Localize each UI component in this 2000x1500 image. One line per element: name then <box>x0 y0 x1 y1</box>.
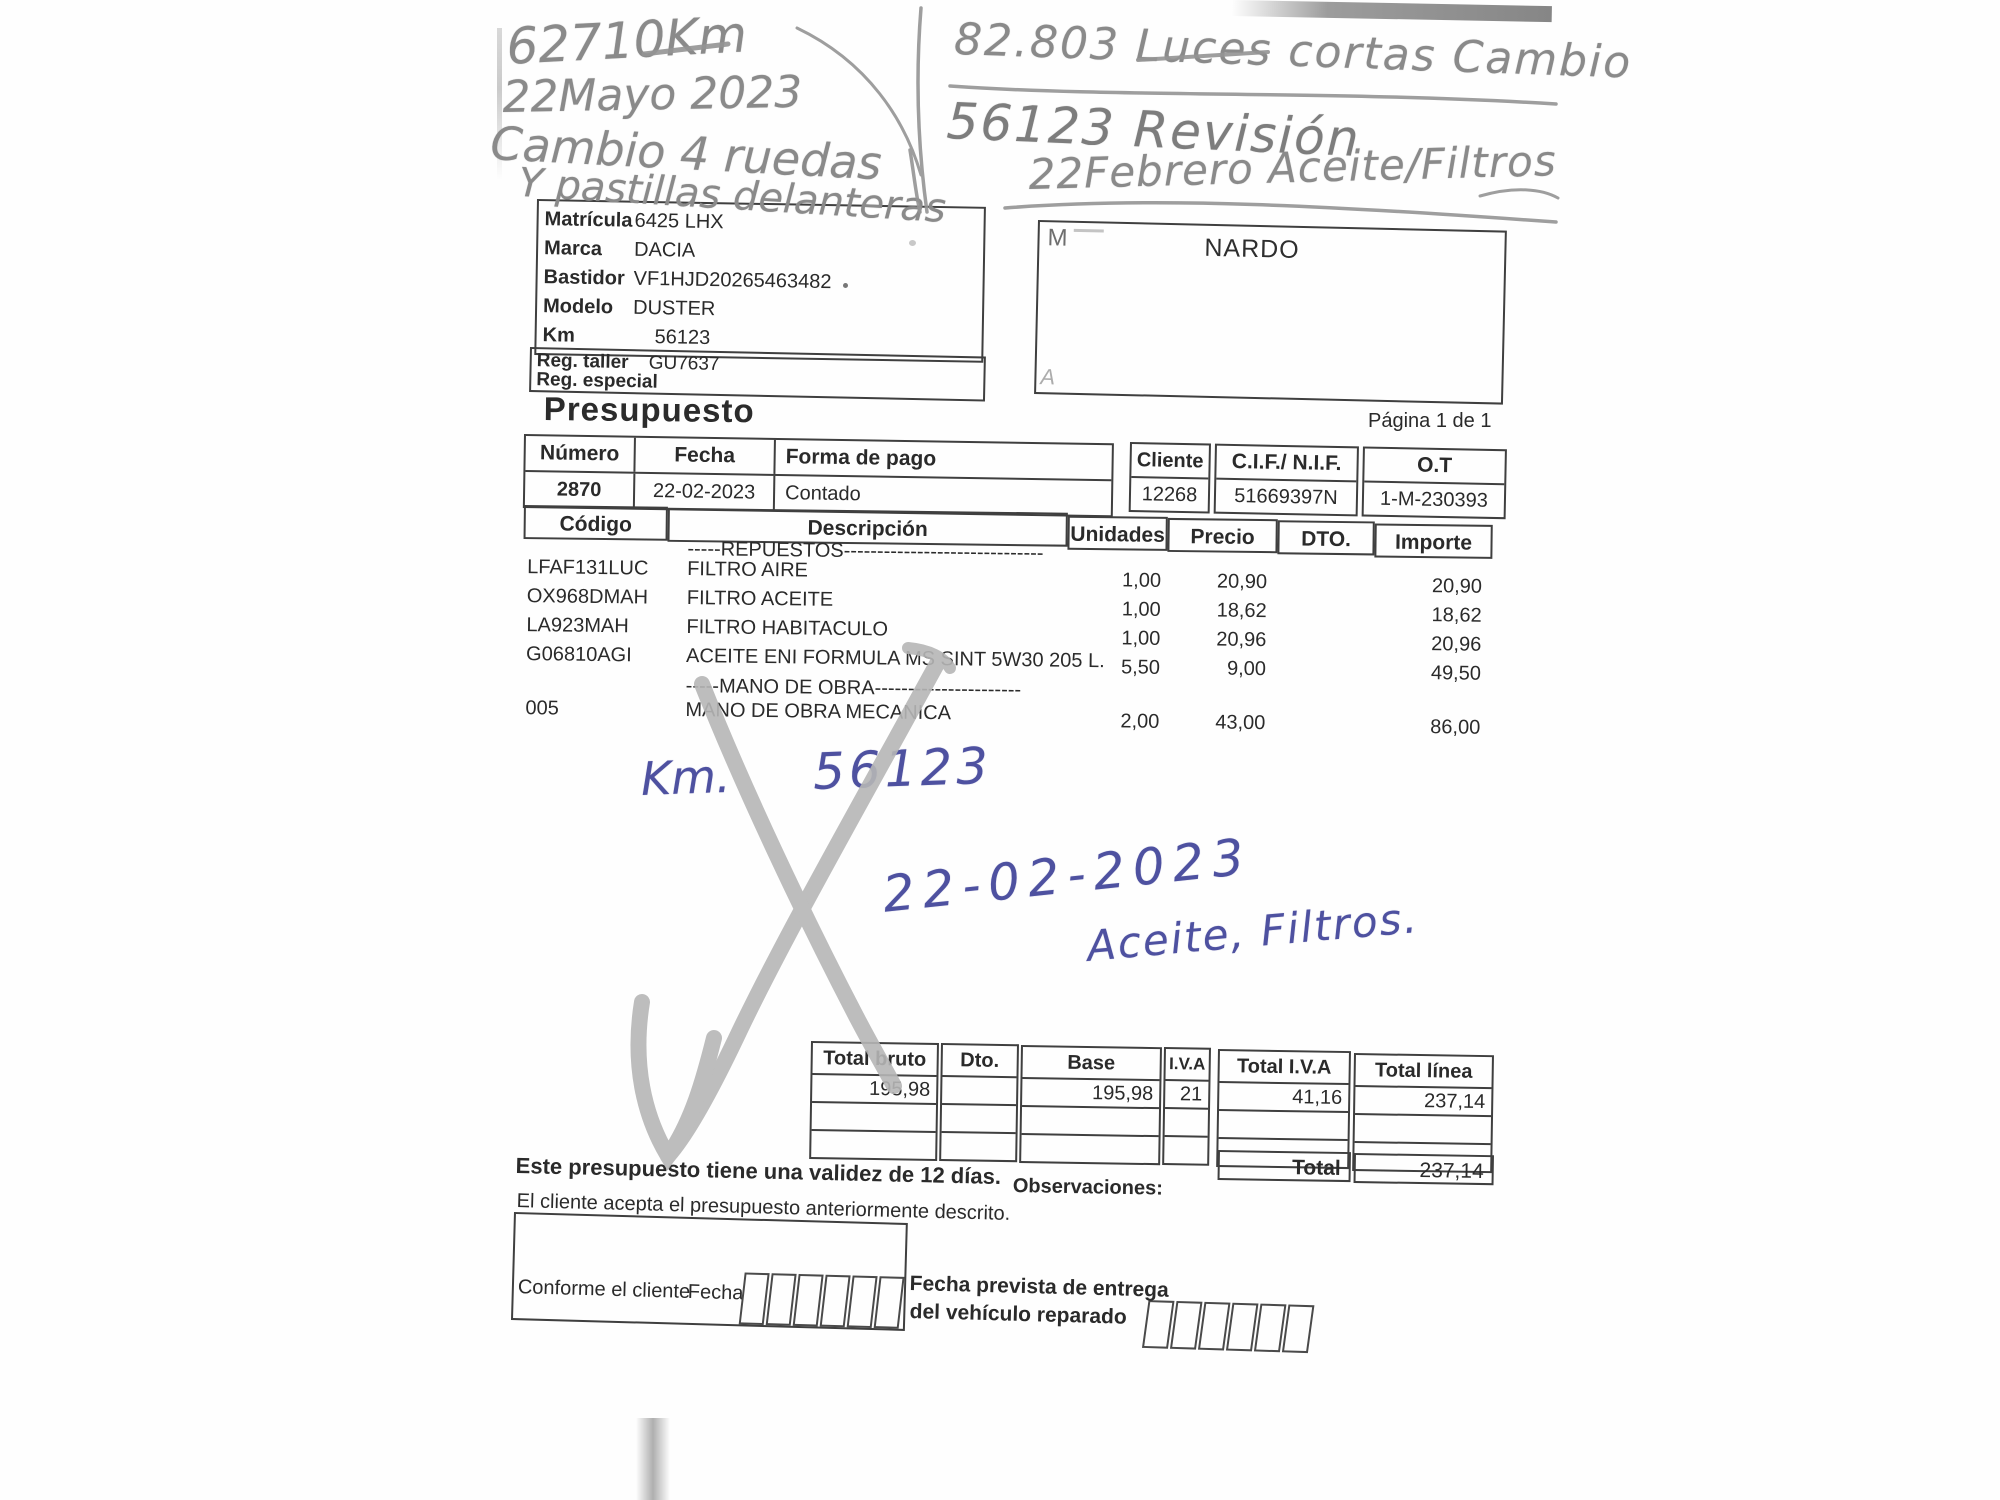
totals-value: 237,14 <box>1355 1087 1492 1118</box>
scan-speck <box>843 283 848 288</box>
totals-empty-cell <box>1021 1107 1160 1138</box>
ink-note-km-label: Km. <box>640 748 732 806</box>
item-desc: FILTRO ACEITE <box>686 587 834 611</box>
item-precio: 18,62 <box>1216 599 1267 623</box>
grand-total-value-box: 237,14 <box>1353 1153 1494 1186</box>
item-desc: MANO DE OBRA MECANICA <box>685 699 952 725</box>
totals-empty-cell <box>1164 1137 1207 1164</box>
item-unidades: 1,00 <box>1121 569 1162 592</box>
date-cell <box>1281 1304 1315 1354</box>
scan-edge-artifact-left <box>497 28 502 180</box>
totals-empty-cell <box>1164 1109 1209 1138</box>
items-header-dto: DTO. <box>1277 520 1375 556</box>
totals-value: 41,16 <box>1219 1083 1349 1114</box>
totals-value: 21 <box>1165 1081 1209 1110</box>
totals-header: Base imponible <box>1022 1047 1160 1082</box>
conforme-label: Conforme el cliente <box>517 1276 691 1303</box>
totals-empty-cell <box>1218 1111 1349 1142</box>
date-cell <box>873 1276 905 1329</box>
scan-speck <box>909 240 916 246</box>
totals-empty-cell <box>941 1105 1017 1135</box>
pencil-note-date: 22Mayo 2023 <box>502 66 803 123</box>
date-cell <box>765 1273 797 1326</box>
totals-col-dto-esp: Dto. esp <box>939 1043 1019 1163</box>
grand-total-label-box: Total <box>1217 1150 1351 1183</box>
pencil-odometer-value: 62710 <box>505 9 667 76</box>
items-header-codigo: Código <box>523 505 668 541</box>
item-importe: 18,62 <box>1431 604 1482 627</box>
item-code: LFAF131LUC <box>527 556 649 580</box>
item-importe: 86,00 <box>1430 716 1481 739</box>
item-importe: 20,90 <box>1431 575 1483 598</box>
totals-empty-cell <box>1354 1115 1492 1146</box>
totals-value: 195,98 <box>1022 1079 1160 1110</box>
item-precio: 20,96 <box>1216 628 1267 652</box>
item-unidades: 5,50 <box>1120 656 1161 679</box>
totals-value <box>942 1077 1017 1107</box>
totals-col-total-bruto: Total bruto 195,98 <box>809 1041 939 1161</box>
item-desc: FILTRO AIRE <box>687 558 809 582</box>
date-cell <box>819 1274 851 1328</box>
totals-header: Total línea <box>1355 1055 1492 1090</box>
item-importe: 49,50 <box>1430 662 1482 685</box>
fecha-date-cells <box>738 1272 905 1329</box>
date-cell <box>1141 1300 1175 1349</box>
totals-value: 195,98 <box>812 1075 937 1105</box>
item-precio: 43,00 <box>1215 711 1266 735</box>
totals-empty-cell <box>811 1131 935 1159</box>
date-cell <box>1197 1301 1231 1351</box>
items-header-unidades: Unidades <box>1067 515 1168 551</box>
totals-header: Total I.V.A <box>1219 1051 1349 1086</box>
items-header-precio: Precio <box>1167 517 1278 554</box>
date-cell <box>1169 1300 1203 1350</box>
item-code: 005 <box>525 697 559 720</box>
date-cell <box>738 1272 770 1326</box>
delivery-date-label-line1: Fecha prevista de entrega <box>909 1272 1170 1302</box>
item-importe: 20,96 <box>1431 633 1482 656</box>
totals-header: Dto. esp <box>942 1045 1017 1079</box>
date-cell <box>1253 1303 1287 1353</box>
date-cell <box>792 1273 824 1327</box>
page-indicator: Página 1 de 1 <box>1368 410 1492 432</box>
delivery-date-label-line2: del vehículo reparado <box>909 1300 1128 1329</box>
client-signature-box: Conforme el cliente Fecha <box>510 1212 908 1331</box>
items-section-mano-de-obra: -----MANO DE OBRA---------------------- <box>685 675 1022 702</box>
scan-edge-artifact-bottom <box>636 1418 670 1500</box>
item-unidades: 2,00 <box>1120 710 1160 733</box>
item-unidades: 1,00 <box>1121 627 1161 650</box>
date-cell <box>846 1275 878 1329</box>
pencil-odometer-struck-unit: Km <box>663 5 749 68</box>
item-code: LA923MAH <box>526 614 629 638</box>
totals-empty-cell <box>811 1103 937 1133</box>
item-precio: 9,00 <box>1226 657 1267 681</box>
item-unidades: 1,00 <box>1121 598 1161 621</box>
item-code: OX968DMAH <box>526 585 649 609</box>
totals-empty-cell <box>1021 1135 1158 1163</box>
item-desc: FILTRO HABITACULO <box>686 616 889 641</box>
ink-note-km-value: 56123 <box>812 736 993 801</box>
totals-col-base-imponible: Base imponible 195,98 <box>1019 1045 1162 1166</box>
item-code: G06810AGI <box>525 643 632 667</box>
totals-header: I.V.A <box>1165 1049 1209 1082</box>
scribble-stroke-3 <box>630 994 722 1171</box>
items-header-importe: Importe <box>1374 523 1493 559</box>
date-cell <box>1225 1302 1259 1352</box>
delivery-date-cells <box>1141 1300 1315 1354</box>
fecha-label: Fecha <box>687 1280 744 1305</box>
totals-empty-cell <box>941 1133 1015 1160</box>
item-precio: 20,90 <box>1216 570 1268 594</box>
totals-header: Total bruto <box>812 1043 937 1077</box>
observations-label: Observaciones: <box>1012 1175 1164 1200</box>
totals-col-iva: I.V.A 21 <box>1162 1047 1211 1166</box>
